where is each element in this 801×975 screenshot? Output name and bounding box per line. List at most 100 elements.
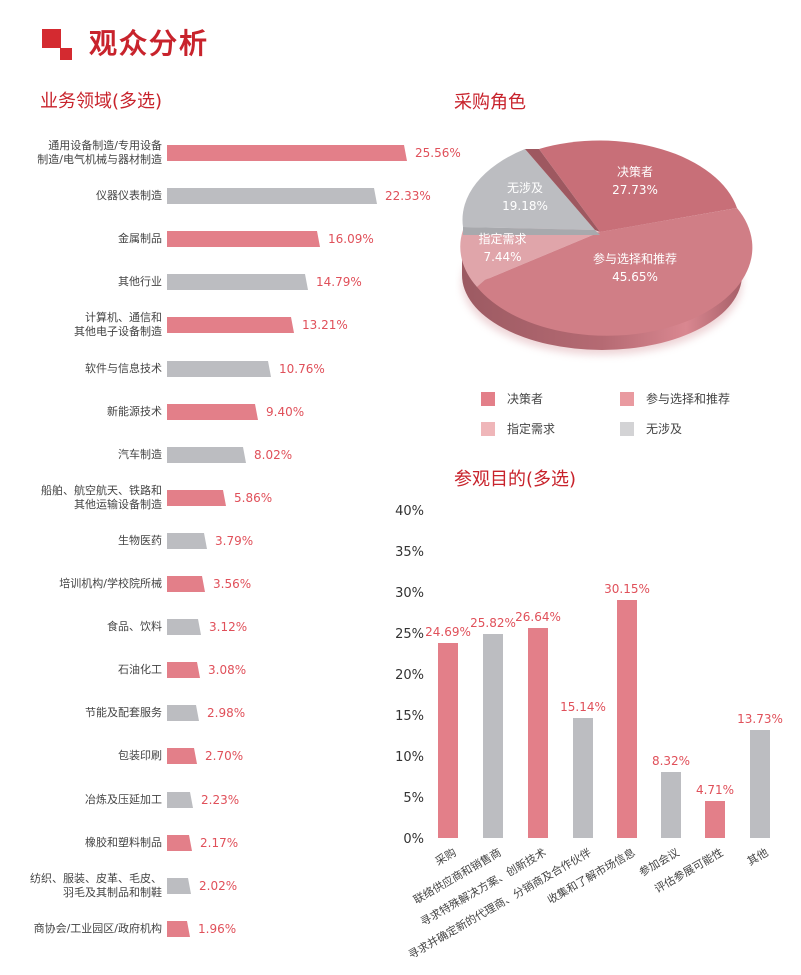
visit-purpose-bar [750,730,770,838]
business-field-value: 2.02% [199,879,238,893]
business-field-value: 2.17% [200,836,239,850]
business-field-bar [167,231,320,247]
business-field-value: 14.79% [316,275,362,289]
business-field-bar [167,662,200,678]
business-field-bar [167,447,246,463]
visit-purpose-bar [573,718,593,838]
business-field-value: 2.23% [201,793,240,807]
visit-purpose-label: 寻求并确定新的代理商、分销商及合作伙伴 [406,846,594,962]
visit-purpose-value: 13.73% [737,712,783,726]
visit-purpose-value: 15.14% [560,700,606,714]
pie-label-participate: 参与选择和推荐 45.65% [592,252,677,284]
business-field-value: 16.09% [328,232,374,246]
logo-square-small [60,48,72,60]
page-title: 观众分析 [89,27,210,60]
business-field-bar [167,878,191,894]
business-fields-title: 业务领域(多选) [40,91,163,112]
y-axis-tick: 35% [395,545,424,560]
business-field-bar [167,361,271,377]
business-field-label: 培训机构/学校院所械 [59,577,162,590]
y-axis-tick: 40% [395,504,424,519]
visit-purpose-value: 24.69% [425,625,471,639]
y-axis-tick: 0% [403,832,424,847]
business-field-label: 节能及配套服务 [85,706,162,719]
y-axis-tick: 5% [403,791,424,806]
pie-label-not-involved: 无涉及 19.18% [502,181,548,213]
business-field-label: 橡胶和塑料制品 [85,836,162,849]
business-field-label: 金属制品 [118,232,162,245]
business-field-bar [167,490,226,506]
legend-swatch-icon [481,421,495,436]
y-axis-tick: 25% [395,627,424,642]
business-field-label: 新能源技术 [107,405,162,418]
visit-purpose-bar [705,801,725,838]
business-field-bar [167,835,192,851]
business-field-label: 船舶、航空航天、铁路和 其他运输设备制造 [41,484,162,511]
business-field-bar [167,792,193,808]
pie-slice-decision-maker [539,140,737,232]
visit-purpose-value: 30.15% [604,582,650,596]
pie-slice-specify-needs [460,230,600,287]
business-field-value: 3.56% [213,577,252,591]
business-field-label: 其他行业 [118,275,162,288]
y-axis-tick: 30% [395,586,424,601]
visit-purpose-bar [438,643,458,838]
y-axis-tick: 10% [395,750,424,765]
business-field-bar [167,533,207,549]
business-field-label: 食品、饮料 [107,620,162,633]
purchase-role-title: 采购角色 [454,92,526,113]
business-field-bar [167,145,407,161]
y-axis-tick: 20% [395,668,424,683]
business-field-value: 3.08% [208,663,247,677]
pie-inner-wall-gray [463,227,600,235]
legend-item-participate: 参与选择和推荐 [620,390,730,407]
visit-purpose-bar [528,628,548,838]
legend-item-decision-maker: 决策者 [481,390,543,407]
visit-purpose-value: 26.64% [515,610,561,624]
business-field-value: 25.56% [415,146,461,160]
business-field-value: 9.40% [266,405,305,419]
business-field-value: 10.76% [279,362,325,376]
business-field-value: 3.12% [209,620,248,634]
business-field-value: 2.98% [207,706,246,720]
business-field-value: 3.79% [215,534,254,548]
business-field-bar [167,748,197,764]
visit-purpose-value: 25.82% [470,616,516,630]
business-field-value: 5.86% [234,491,273,505]
business-field-label: 汽车制造 [118,448,162,461]
business-field-value: 1.96% [198,922,237,936]
visit-purpose-value: 8.32% [651,754,691,768]
business-field-label: 软件与信息技术 [85,362,162,375]
legend-item-specify-needs: 指定需求 [481,420,555,437]
business-field-bar [167,921,190,937]
pie-label-decision-maker: 决策者 27.73% [612,165,658,197]
business-field-label: 仪器仪表制造 [96,189,162,202]
business-field-label: 纺织、服装、皮革、毛皮、 羽毛及其制品和制鞋 [30,872,162,899]
visit-purpose-value: 4.71% [695,783,735,797]
business-field-value: 13.21% [302,318,348,332]
business-field-label: 包装印刷 [118,749,162,762]
business-field-value: 22.33% [385,189,431,203]
business-field-label: 石油化工 [118,663,162,676]
legend-swatch-icon [620,421,634,436]
pie-label-specify-needs: 指定需求 7.44% [478,232,527,264]
pie-slice-not-involved [462,149,595,230]
y-axis-tick: 15% [395,709,424,724]
business-field-bar [167,705,199,721]
pie-slice-participate [477,208,753,336]
visit-purpose-label: 采购 [432,846,459,869]
business-field-label: 生物医药 [118,534,162,547]
pie-inner-wall [525,149,600,232]
business-field-value: 2.70% [205,749,244,763]
business-field-bar [167,619,201,635]
business-field-label: 商协会/工业园区/政府机构 [33,922,162,935]
visit-purpose-bar [661,772,681,838]
business-field-bar [167,576,205,592]
business-field-bar [167,188,377,204]
business-field-label: 通用设备制造/专用设备 制造/电气机械与器材制造 [37,139,162,166]
business-field-value: 8.02% [254,448,293,462]
business-field-bar [167,404,258,420]
business-field-label: 冶炼及压延加工 [85,793,162,806]
visit-purpose-bar [617,600,637,838]
legend-item-not-involved: 无涉及 [620,420,682,437]
